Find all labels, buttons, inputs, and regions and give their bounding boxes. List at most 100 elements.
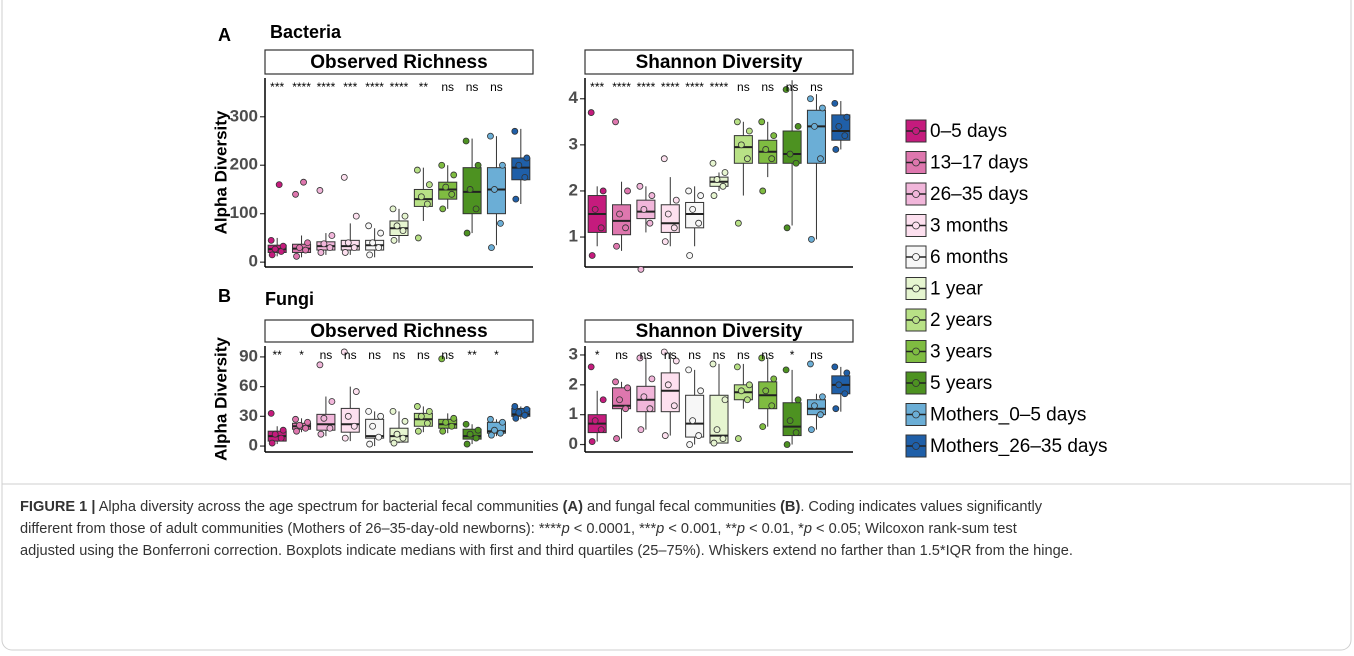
point — [832, 146, 840, 153]
point — [472, 205, 480, 213]
point — [296, 421, 303, 429]
point — [341, 434, 349, 442]
point — [320, 240, 328, 248]
point — [733, 363, 741, 371]
significance: ns — [737, 80, 750, 94]
point — [624, 384, 631, 392]
point — [670, 224, 678, 232]
significance: ns — [640, 348, 653, 362]
y-tick-label: 30 — [239, 406, 258, 425]
point — [300, 178, 307, 186]
point — [843, 113, 851, 121]
point — [786, 417, 794, 425]
point — [423, 200, 431, 208]
point — [637, 265, 645, 273]
y-axis-label: Alpha Diversity — [211, 337, 230, 461]
point — [743, 155, 751, 163]
point — [474, 161, 482, 169]
legend-label: 2 years — [930, 310, 992, 331]
significance: ns — [417, 348, 430, 362]
point — [399, 227, 407, 235]
point — [393, 430, 401, 438]
point — [462, 137, 470, 145]
point — [695, 219, 703, 227]
point — [762, 387, 770, 395]
significance: ns — [490, 80, 503, 94]
point — [488, 244, 495, 252]
y-tick-label: 200 — [230, 155, 258, 174]
point — [695, 432, 703, 439]
point — [340, 173, 348, 181]
point — [488, 431, 495, 439]
point — [597, 224, 605, 232]
point — [523, 406, 531, 413]
point — [713, 426, 721, 434]
point — [438, 355, 446, 363]
point — [512, 195, 520, 203]
point — [612, 378, 619, 386]
legend-point — [912, 347, 920, 356]
point — [292, 415, 299, 423]
point — [689, 205, 697, 213]
point — [713, 176, 721, 183]
point — [782, 86, 790, 93]
strip — [584, 319, 854, 343]
significance: *** — [270, 80, 284, 94]
point — [328, 398, 336, 405]
y-tick-label: 1 — [569, 227, 578, 246]
significance: ** — [467, 348, 477, 362]
point — [474, 426, 482, 434]
significance: ns — [466, 80, 479, 94]
y-tick-label: 300 — [230, 106, 258, 125]
point — [366, 440, 374, 448]
point — [401, 417, 409, 425]
point — [491, 186, 498, 193]
legend-point — [912, 442, 920, 450]
point — [831, 99, 839, 107]
significance: **** — [317, 80, 336, 94]
point — [664, 381, 672, 389]
caption-text: . Coding indicates values significantly — [800, 499, 1043, 515]
point — [487, 415, 494, 423]
significance: *** — [590, 80, 604, 94]
significance: ns — [761, 348, 774, 362]
point — [344, 239, 352, 247]
caption-text: < 0.001, ** — [664, 521, 737, 537]
point — [293, 427, 300, 435]
point — [328, 232, 336, 239]
strip — [264, 319, 534, 343]
point — [811, 123, 818, 130]
point — [267, 409, 275, 417]
point — [413, 166, 421, 174]
caption-text: different from those of adult communitie… — [20, 521, 562, 537]
significance: * — [790, 348, 795, 362]
point — [721, 396, 729, 404]
point — [811, 402, 818, 410]
point — [661, 238, 669, 246]
point — [646, 219, 654, 227]
significance: ** — [273, 348, 283, 362]
legend-label: Mothers_0–5 days — [930, 405, 1086, 426]
point — [450, 171, 458, 179]
point — [794, 396, 802, 404]
point — [759, 187, 767, 195]
legend-label: 3 years — [930, 342, 992, 363]
significance: ns — [810, 80, 823, 94]
point — [450, 414, 458, 422]
point — [317, 430, 325, 438]
point — [390, 439, 398, 447]
point — [352, 212, 360, 220]
significance: * — [494, 348, 499, 362]
point — [350, 422, 358, 430]
point — [439, 205, 447, 213]
caption-line: FIGURE 1 | Alpha diversity across the ag… — [20, 496, 1340, 518]
point — [670, 402, 678, 410]
point — [417, 412, 425, 420]
point — [499, 418, 506, 426]
strip — [264, 49, 534, 75]
point — [515, 161, 523, 169]
point — [758, 118, 766, 126]
point — [515, 408, 523, 416]
legend-point — [912, 316, 920, 324]
